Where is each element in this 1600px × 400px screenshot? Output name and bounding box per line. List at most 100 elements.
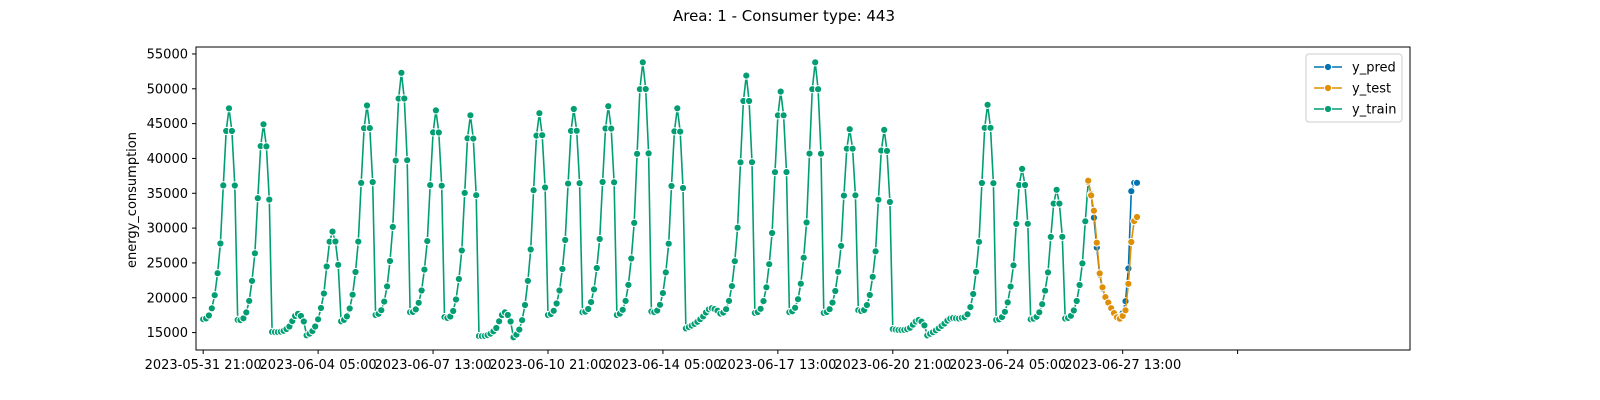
point-y_train [727,282,737,291]
point-y_train [589,285,599,294]
point-y_train [569,104,578,114]
x-tick-label: 2023-06-27 13:00 [1064,358,1181,373]
point-y_test [1087,191,1096,200]
point-y_train [658,289,668,298]
point-y_train [227,126,236,136]
point-y_train [1000,307,1010,316]
y-tick-label: 15000 [147,326,188,341]
point-y_train [627,254,636,263]
x-tick-label: 2023-05-31 21:00 [145,358,262,373]
point-y_train [311,322,320,331]
point-y_train [334,260,343,269]
point-y_train [816,149,826,158]
point-y_train [638,58,647,67]
point-y_train [747,158,757,167]
point-y_train [454,274,463,284]
point-y_train [880,125,889,134]
point-y_train [377,306,386,315]
point-y_train [383,282,392,291]
point-y_train [624,280,633,289]
point-y_train [564,179,573,188]
point-y_test [1121,306,1130,315]
point-y_pred [1132,178,1142,187]
point-y_train [782,168,791,177]
point-y_train [1075,280,1084,290]
y-tick-label: 35000 [147,187,188,202]
point-y_train [673,104,682,113]
point-y_train [765,260,774,269]
point-y_train [664,239,673,248]
point-y_train [676,127,685,136]
point-y_train [538,131,547,140]
x-tick-label: 2023-06-14 05:00 [604,358,721,373]
point-y_test [1132,212,1142,222]
point-y_train [1012,219,1021,228]
point-y_train [365,124,374,133]
point-y_train [885,197,895,207]
legend-marker-y_test [1323,83,1333,93]
point-y_train [388,222,397,231]
point-y_train [437,181,446,190]
y-tick-label: 50000 [147,82,188,97]
point-y_train [434,128,443,137]
point-y_train [213,269,222,278]
point-y_test [1095,269,1104,278]
point-y_train [1078,259,1087,268]
point-y_train [400,94,409,103]
point-y_train [920,321,929,330]
point-y_train [492,323,501,333]
point-y_train [630,218,639,227]
point-y_train [1003,298,1012,307]
point-y_train [219,181,228,190]
point-y_train [431,106,440,115]
point-y_train [397,68,406,77]
point-y_train [974,237,984,246]
point-y_train [259,120,268,129]
point-y_train [357,178,366,187]
point-y_train [862,301,872,310]
point-y_test [1092,238,1101,247]
point-y_test [1098,283,1107,292]
point-y_train [523,276,533,285]
point-y_train [420,265,429,274]
legend-label-y_train: y_train [1352,103,1396,118]
point-y_test [1124,279,1133,288]
plot-area: 15000 20000 25000 30000 35000 40000 45000 50000… [145,46,1411,373]
point-y_train [607,124,616,133]
point-y_train [319,289,328,298]
point-y_test [1084,176,1093,185]
point-y_train [1006,282,1015,291]
point-y_train [618,305,627,314]
y-tick-label: 20000 [147,291,188,306]
point-y_train [1069,306,1078,315]
point-y_train [460,188,469,197]
series-line-y_train [202,62,1089,339]
point-y_train [641,85,650,94]
point-y_train [380,297,389,306]
point-y_train [535,109,544,118]
point-y_train [354,237,363,246]
point-y_train [791,303,800,312]
x-tick-label: 2023-06-07 13:00 [374,358,491,373]
point-y_train [1038,300,1047,309]
point-y_train [736,158,745,167]
point-y_train [1018,164,1027,173]
point-y_train [472,191,481,200]
point-y_train [871,247,880,256]
legend-label-y_test: y_test [1352,82,1391,97]
x-tick-label: 2023-06-20 21:00 [834,358,951,373]
point-y_train [724,296,734,305]
y-tick-label: 45000 [147,117,188,132]
point-y_train [368,178,377,187]
point-y_train [848,144,857,153]
point-y_train [518,316,527,325]
point-y_train [558,264,567,274]
point-y_train [1072,296,1081,306]
point-y_train [253,194,262,203]
point-y_train [776,87,785,96]
point-y_train [1052,185,1061,194]
point-y_pred [1127,187,1136,196]
point-y_train [385,256,395,266]
point-y_train [667,181,676,191]
point-y_train [587,298,596,307]
